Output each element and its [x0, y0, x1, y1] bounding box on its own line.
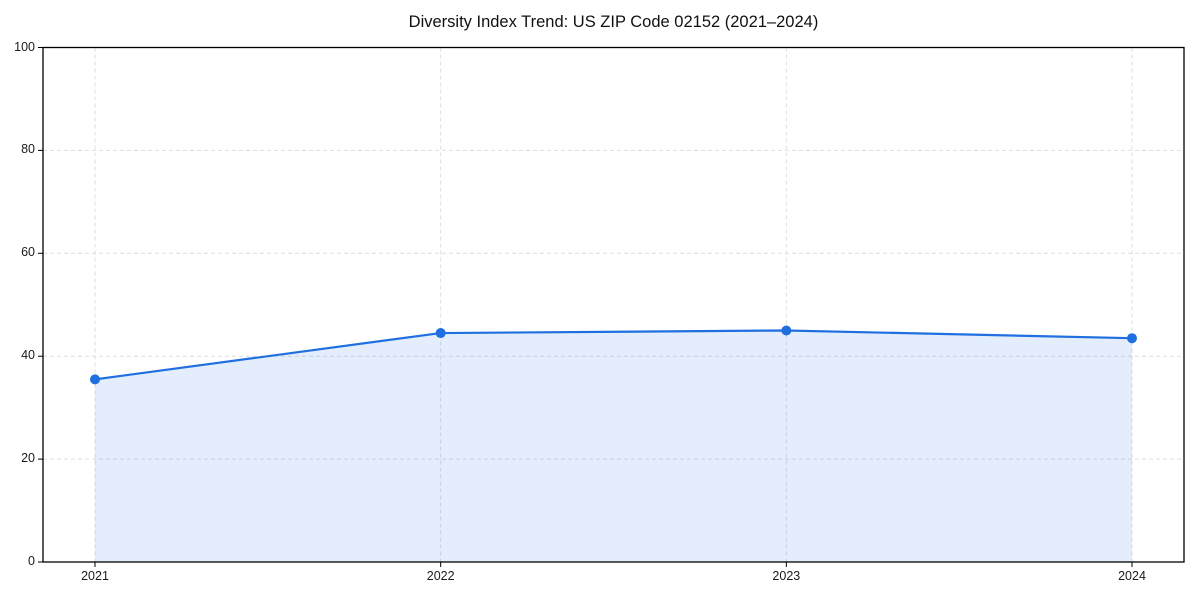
- y-tick-label: 100: [14, 39, 35, 54]
- x-tick-label: 2021: [81, 569, 109, 583]
- data-point-marker: [90, 374, 100, 385]
- data-point-marker: [435, 328, 446, 339]
- y-tick-label: 0: [28, 554, 35, 568]
- y-tick-label: 20: [21, 451, 35, 466]
- x-tick-label: 2022: [426, 569, 455, 583]
- chart-title: Diversity Index Trend: US ZIP Code 02152…: [408, 13, 819, 31]
- x-tick-label: 2023: [772, 569, 801, 583]
- area-fill: [95, 330, 1132, 562]
- data-point-marker: [781, 325, 792, 336]
- y-tick-label: 60: [21, 245, 35, 260]
- data-point-marker: [1127, 333, 1137, 344]
- y-tick-label: 40: [21, 348, 35, 363]
- x-tick-label: 2024: [1118, 569, 1146, 583]
- y-tick-label: 80: [21, 142, 35, 157]
- plot-border: [42, 46, 1185, 563]
- trend-line: [93, 329, 1134, 381]
